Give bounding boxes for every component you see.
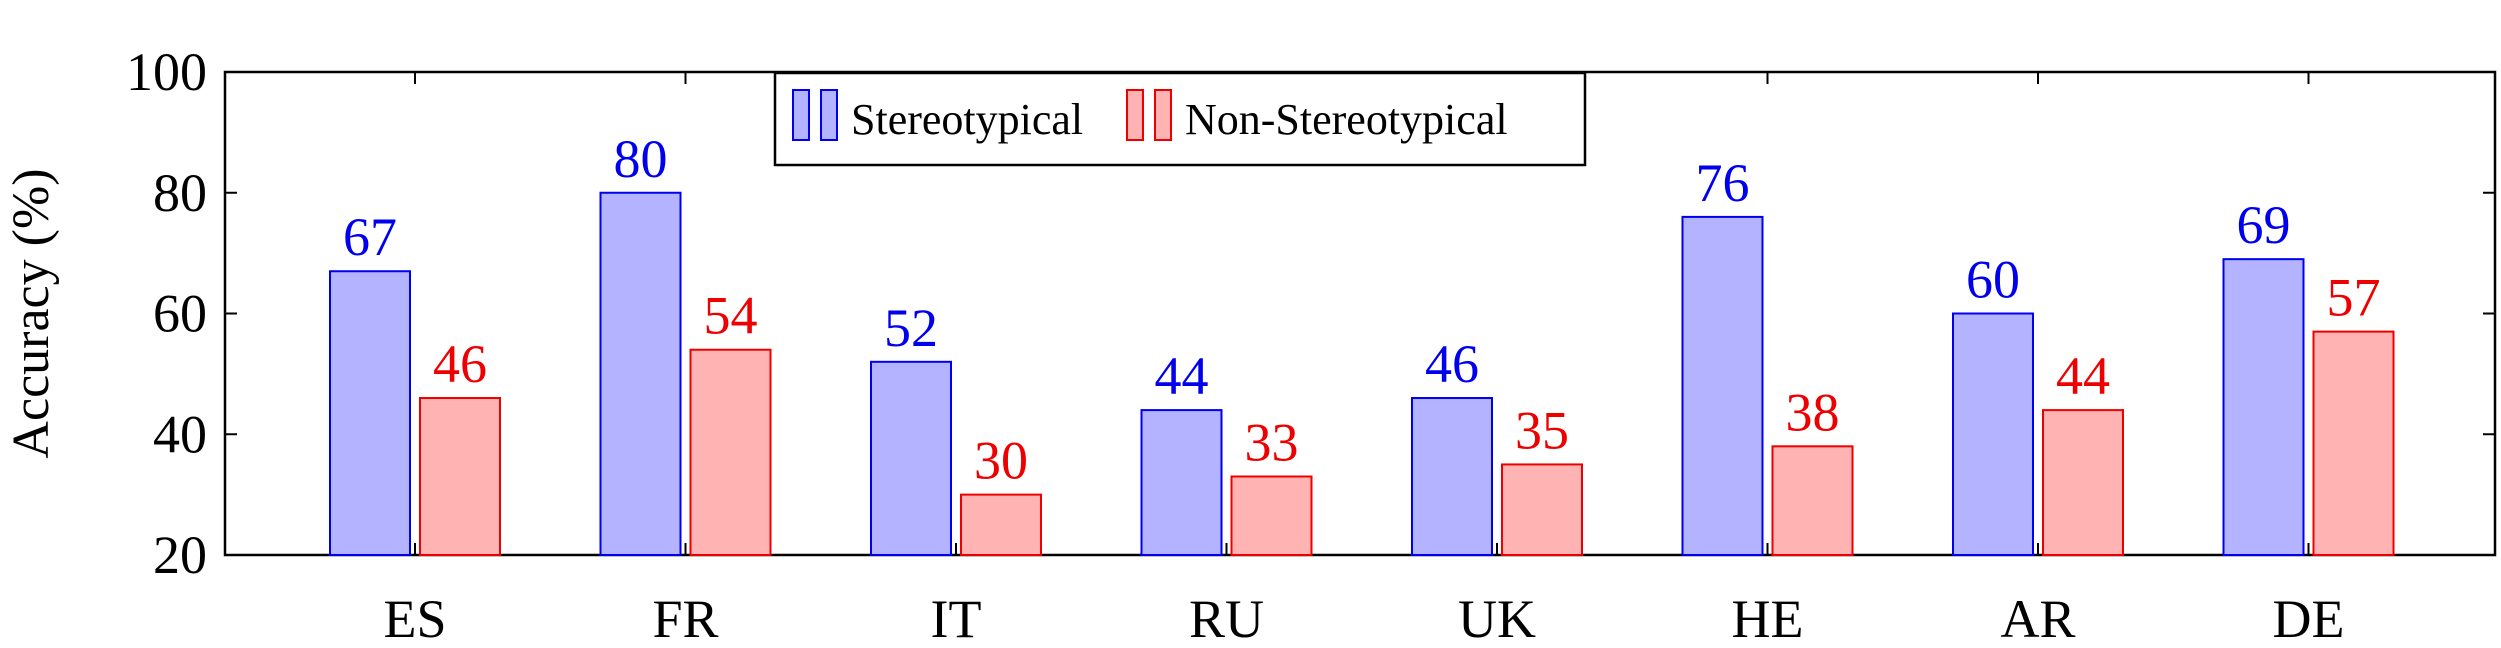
data-label: 30 xyxy=(974,431,1028,491)
data-label: 80 xyxy=(614,129,668,189)
bar-stereotypical-ru xyxy=(1140,409,1223,556)
data-label: 38 xyxy=(1786,382,1840,442)
y-tick-label: 20 xyxy=(153,525,207,585)
y-tick-label: 100 xyxy=(126,42,207,102)
bars xyxy=(329,191,2395,557)
data-label: 44 xyxy=(2056,346,2110,406)
data-label: 76 xyxy=(1696,153,1750,213)
data-label: 69 xyxy=(2237,195,2291,255)
legend-swatch xyxy=(820,89,838,141)
legend-swatch xyxy=(1154,89,1172,141)
data-label: 44 xyxy=(1155,346,1209,406)
data-label: 33 xyxy=(1245,413,1299,473)
bar-stereotypical-fr xyxy=(599,191,682,556)
data-label: 35 xyxy=(1515,400,1569,460)
data-label: 57 xyxy=(2327,268,2381,328)
data-label: 60 xyxy=(1966,250,2020,310)
x-tick-label-uk: UK xyxy=(1458,589,1536,648)
legend-label-stereotypical: Stereotypical xyxy=(851,95,1083,144)
bar-non-stereotypical-uk xyxy=(1501,463,1583,556)
x-tick-label-de: DE xyxy=(2273,589,2345,648)
bar-stereotypical-uk xyxy=(1411,397,1493,556)
legend-box xyxy=(773,71,1587,167)
bar-non-stereotypical-it xyxy=(960,493,1042,556)
x-tick-label-es: ES xyxy=(383,589,446,648)
legend: Stereotypical Non-Stereotypical xyxy=(773,71,1587,167)
bar-stereotypical-ar xyxy=(1952,312,2034,556)
bar-non-stereotypical-es xyxy=(419,397,501,556)
data-labels: 67 80 52 44 46 76 60 69 46 54 30 33 35 38 44 57 xyxy=(343,129,2381,491)
data-label: 46 xyxy=(1425,334,1479,394)
legend-swatch xyxy=(1126,89,1144,141)
bar-non-stereotypical-ru xyxy=(1230,475,1313,557)
bar-stereotypical-he xyxy=(1681,215,1764,556)
x-tick-label-ar: AR xyxy=(2000,589,2075,648)
bar-stereotypical-it xyxy=(870,360,952,556)
data-label: 67 xyxy=(343,207,397,267)
bar-stereotypical-es xyxy=(329,270,411,556)
y-axis-label: Accuracy (%) xyxy=(3,168,60,458)
bar-non-stereotypical-fr xyxy=(689,348,772,556)
axes: 20 40 60 80 100 ES FR IT RU UK HE AR DE xyxy=(126,42,2497,648)
legend-label-non-stereotypical: Non-Stereotypical xyxy=(1185,95,1508,144)
data-label: 52 xyxy=(884,298,938,358)
y-tick-label: 40 xyxy=(153,404,207,464)
y-tick-label: 60 xyxy=(153,284,207,344)
bar-non-stereotypical-ar xyxy=(2042,409,2124,556)
data-label: 54 xyxy=(704,286,758,346)
x-tick-label-it: IT xyxy=(931,589,982,648)
x-tick-label-he: HE xyxy=(1732,589,1804,648)
x-tick-label-ru: RU xyxy=(1189,589,1264,648)
bar-non-stereotypical-de xyxy=(2312,330,2395,556)
bar-non-stereotypical-he xyxy=(1771,445,1854,557)
x-tick-label-fr: FR xyxy=(652,589,718,648)
bar-stereotypical-de xyxy=(2222,258,2305,556)
data-label: 46 xyxy=(433,334,487,394)
y-tick-label: 80 xyxy=(153,163,207,223)
legend-swatch xyxy=(792,89,810,141)
